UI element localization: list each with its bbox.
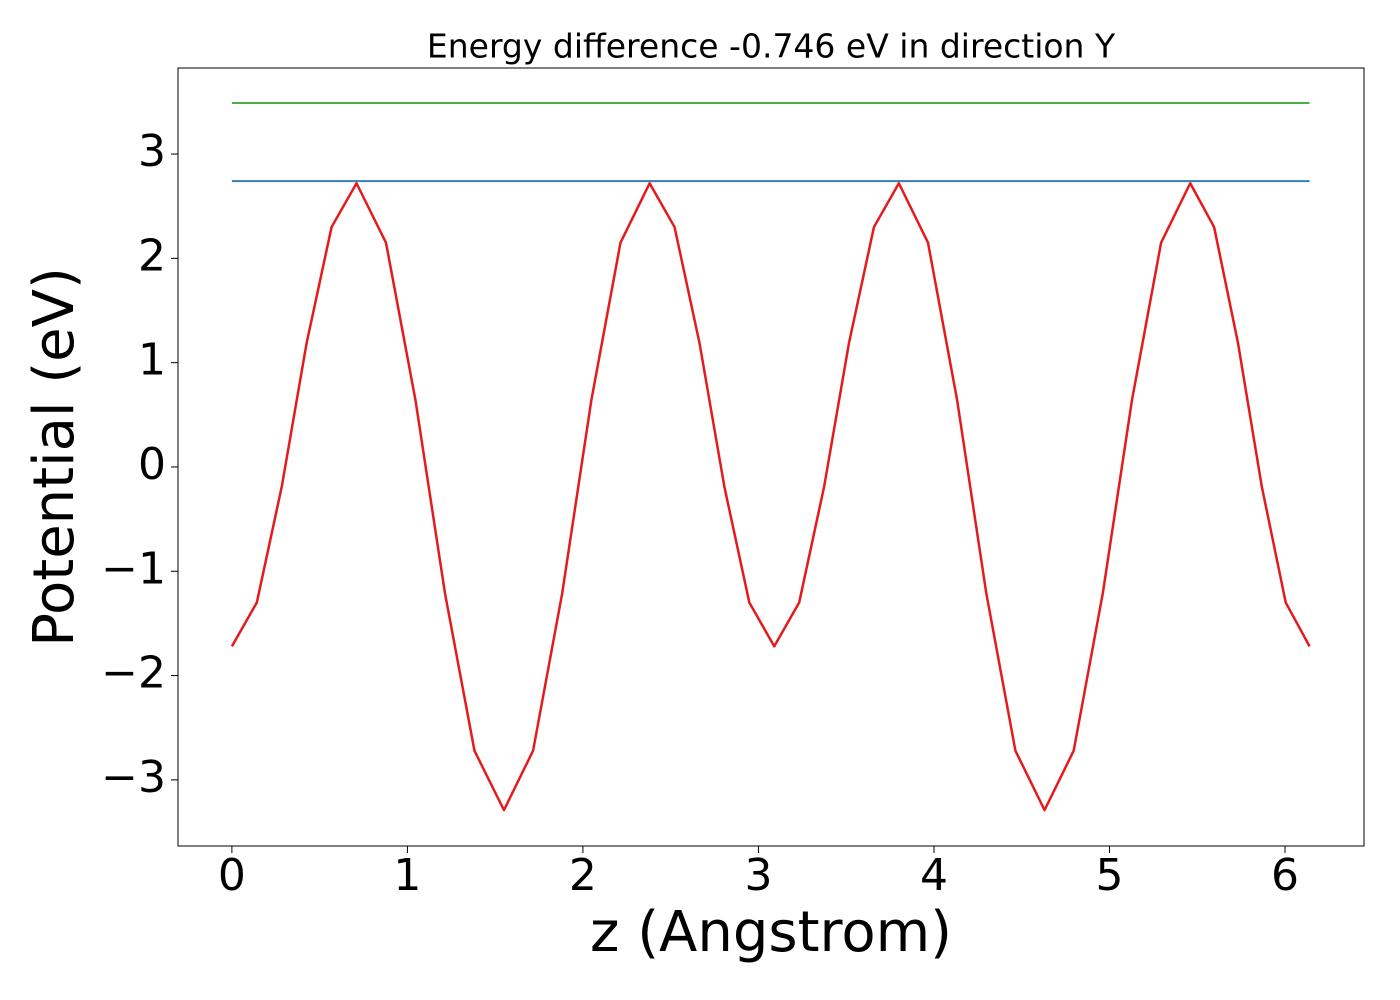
y-tick-label: −2 <box>101 648 166 699</box>
x-tick-label: 1 <box>393 850 421 901</box>
y-axis-label: Potential (eV) <box>22 267 87 647</box>
x-tick-label: 4 <box>920 850 948 901</box>
plot-frame <box>177 67 1365 847</box>
y-tick-label: 2 <box>138 230 166 281</box>
y-tick-label: 1 <box>138 335 166 386</box>
x-axis-label: z (Angstrom) <box>590 900 952 965</box>
x-tick-label: 0 <box>218 850 246 901</box>
x-tick-label: 6 <box>1271 850 1299 901</box>
x-tick-label: 3 <box>744 850 772 901</box>
series-line <box>230 182 1311 812</box>
x-tick-label: 2 <box>569 850 597 901</box>
x-tick-label: 5 <box>1095 850 1123 901</box>
y-tick-label: 0 <box>138 439 166 490</box>
chart-title: Energy difference -0.746 eV in direction… <box>427 27 1116 66</box>
y-tick-label: −3 <box>101 752 166 803</box>
y-tick-label: 3 <box>138 126 166 177</box>
y-tick-label: −1 <box>101 543 166 594</box>
